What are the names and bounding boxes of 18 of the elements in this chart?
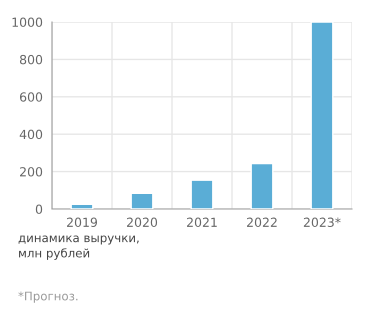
x-tick-label: 2020: [127, 218, 158, 228]
bar: [70, 204, 94, 209]
y-tick-label: 200: [20, 167, 42, 177]
bar: [250, 162, 274, 209]
bar: [190, 180, 214, 209]
y-tick-label: 0: [36, 204, 42, 214]
text: *Прогноз.: [18, 292, 78, 303]
text: динамика выручки, млн рублей: [18, 235, 139, 260]
bar: [310, 22, 334, 209]
x-tick-label: 2023*: [304, 218, 341, 228]
x-tick-label: 2021: [187, 218, 217, 228]
y-tick-label: 1000: [12, 17, 42, 27]
x-tick-label: 2022: [247, 218, 277, 228]
y-tick-label: 800: [20, 54, 42, 64]
y-tick-label: 400: [20, 130, 42, 140]
bar: [130, 192, 154, 209]
x-tick-label: 2019: [67, 218, 98, 228]
y-tick-label: 600: [20, 92, 42, 102]
